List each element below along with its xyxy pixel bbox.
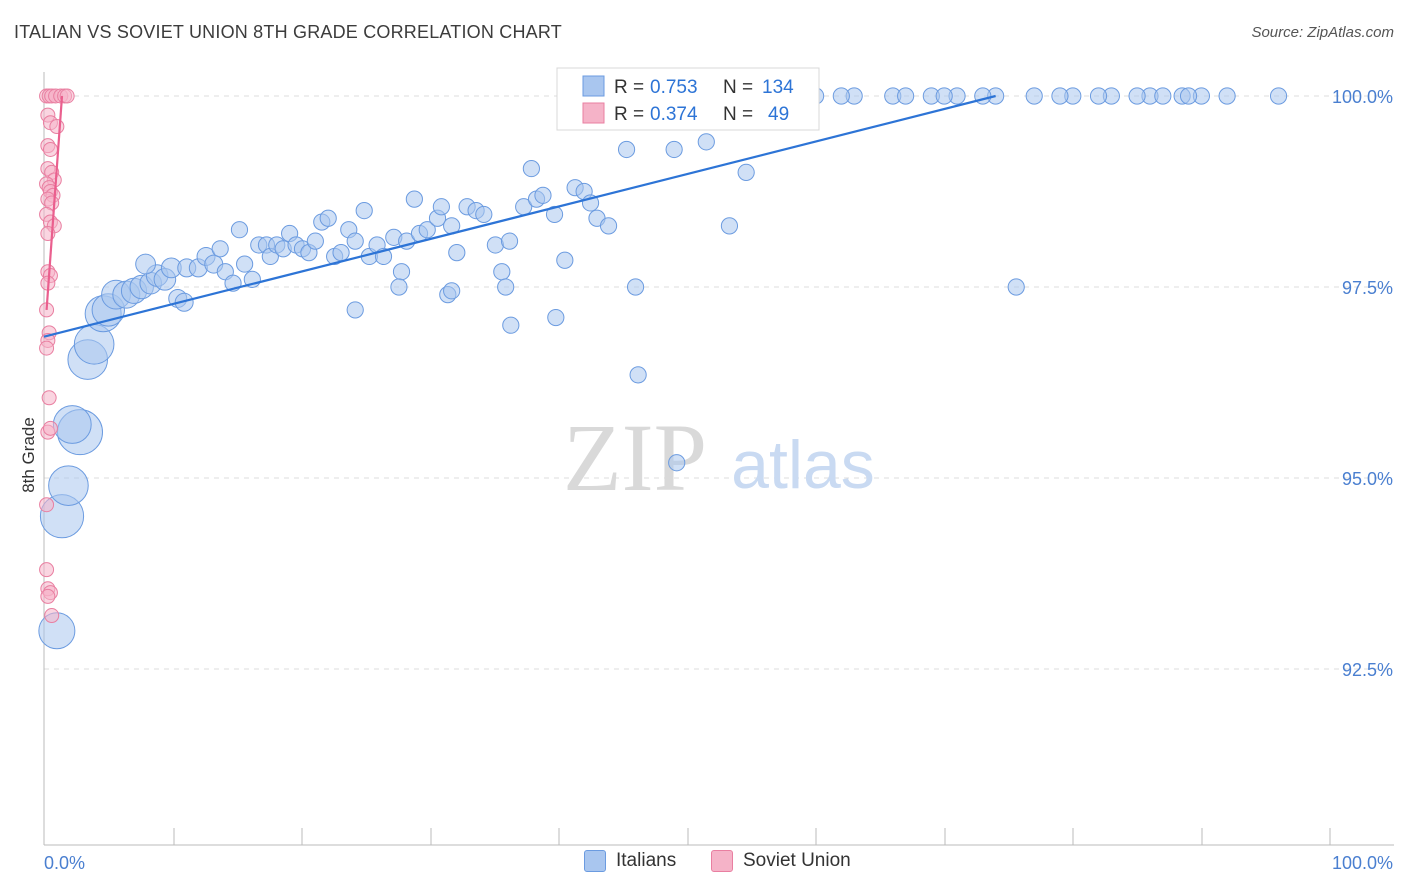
watermark: ZIP atlas xyxy=(563,404,875,511)
soviet-union-swatch xyxy=(711,850,733,872)
italians-trend-line xyxy=(43,94,996,338)
legend-r-value-1: 0.753 xyxy=(650,77,698,98)
italians-point-119 xyxy=(1089,87,1108,105)
italians-point-17 xyxy=(135,253,156,275)
italians-points xyxy=(38,87,1288,650)
italians-point-67 xyxy=(522,159,540,178)
legend-item-soviet-union[interactable]: Soviet Union xyxy=(711,850,851,872)
legend-label-soviet-union: Soviet Union xyxy=(743,850,851,871)
italians-point-106 xyxy=(1025,87,1043,105)
italians-point-91 xyxy=(617,140,636,159)
italians-point-84 xyxy=(626,278,645,296)
italians-point-28 xyxy=(236,255,254,273)
y-tick-label-3: 100.0% xyxy=(1332,87,1393,107)
soviet-union-point-32 xyxy=(41,390,57,406)
italians-point-63 xyxy=(486,236,504,254)
italians-point-3 xyxy=(52,405,92,444)
legend-n-label-1: N = xyxy=(723,77,753,98)
italians-point-24 xyxy=(211,240,229,258)
legend-n-value-1: 134 xyxy=(762,77,794,98)
italians-point-92 xyxy=(1007,278,1025,296)
soviet-union-point-40 xyxy=(44,608,60,624)
italians-point-81 xyxy=(497,278,515,296)
gridlines xyxy=(44,95,1394,670)
soviet-union-point-39 xyxy=(40,588,56,604)
italians-point-46 xyxy=(355,202,373,220)
italians-point-115 xyxy=(897,87,915,105)
stats-legend: R = 0.753 N = 134 R = 0.374 N = 49 xyxy=(556,67,820,131)
italians-point-70 xyxy=(545,205,564,224)
legend-n-value-2: 49 xyxy=(768,104,789,125)
italians-point-1 xyxy=(48,465,89,506)
italians-point-51 xyxy=(392,263,411,281)
italians-point-27 xyxy=(230,221,249,239)
italians-point-80 xyxy=(443,282,461,300)
italians-point-90 xyxy=(665,140,683,159)
italians-point-59 xyxy=(448,244,466,262)
italians-point-121 xyxy=(1154,87,1172,105)
watermark-atlas: atlas xyxy=(731,427,875,503)
italians-point-69 xyxy=(534,186,552,204)
italians-point-113 xyxy=(1269,87,1288,105)
y-axis-label: 8th Grade xyxy=(19,417,38,493)
soviet-union-point-9 xyxy=(49,119,65,135)
italians-point-118 xyxy=(1051,87,1069,105)
italians-point-71 xyxy=(556,251,574,269)
italians-point-77 xyxy=(390,278,408,296)
legend-n-label-2: N = xyxy=(723,104,753,125)
italians-point-57 xyxy=(432,198,450,216)
y-tick-label-2: 97.5% xyxy=(1342,278,1393,298)
italians-point-53 xyxy=(405,190,423,208)
soviet-union-point-11 xyxy=(42,141,58,157)
italians-point-87 xyxy=(720,217,739,235)
italians-point-64 xyxy=(493,263,511,281)
legend-r-label-2: R = xyxy=(614,104,644,125)
legend-label-italians: Italians xyxy=(616,850,677,871)
soviet-union-point-36 xyxy=(39,562,55,578)
italians-point-114 xyxy=(832,87,850,105)
italians-point-89 xyxy=(697,133,715,151)
italians-point-116 xyxy=(935,87,953,105)
legend-r-value-2: 0.374 xyxy=(650,104,698,125)
y-tick-label-1: 95.0% xyxy=(1342,469,1393,489)
soviet-union-point-6 xyxy=(59,88,75,104)
italians-point-83 xyxy=(547,308,565,327)
italians-point-55 xyxy=(418,221,436,239)
source-label: Source: ZipAtlas.com xyxy=(1251,24,1394,41)
legend-item-italians[interactable]: Italians xyxy=(584,850,676,872)
italians-point-76 xyxy=(599,217,618,235)
legend-swatch-soviet-union xyxy=(582,102,605,124)
watermark-zip: ZIP xyxy=(563,404,707,511)
italians-point-65 xyxy=(500,232,519,250)
x-tick-label-max: 100.0% xyxy=(1332,853,1393,873)
soviet-union-point-34 xyxy=(42,420,58,436)
x-tick-label-min: 0.0% xyxy=(44,853,85,873)
italians-point-86 xyxy=(668,454,686,472)
tick-labels: 92.5% 95.0% 97.5% 100.0% 0.0% 100.0% xyxy=(44,87,1393,873)
italians-point-78 xyxy=(346,301,364,319)
soviet-union-point-31 xyxy=(39,340,55,356)
legend-swatch-italians xyxy=(582,75,605,97)
soviet-union-point-35 xyxy=(39,497,55,513)
axes xyxy=(43,72,1394,846)
italians-point-88 xyxy=(737,163,755,181)
series-legend: Italians Soviet Union xyxy=(0,850,1406,880)
italians-point-85 xyxy=(629,366,647,384)
italians-point-112 xyxy=(1218,87,1236,105)
italians-point-62 xyxy=(475,205,493,224)
italians-point-120 xyxy=(1128,87,1146,105)
italians-point-41 xyxy=(319,209,337,227)
italians-point-39 xyxy=(306,232,324,250)
italians-point-45 xyxy=(346,232,364,250)
italians-point-82 xyxy=(502,316,520,334)
trend-lines xyxy=(43,94,996,338)
soviet-union-trend-line xyxy=(45,95,64,310)
legend-r-label-1: R = xyxy=(614,77,644,98)
y-tick-label-0: 92.5% xyxy=(1342,660,1393,680)
italians-point-122 xyxy=(1179,87,1198,105)
italians-point-43 xyxy=(332,244,350,262)
italians-swatch xyxy=(584,850,606,872)
chart-title: ITALIAN VS SOVIET UNION 8TH GRADE CORREL… xyxy=(14,22,562,42)
